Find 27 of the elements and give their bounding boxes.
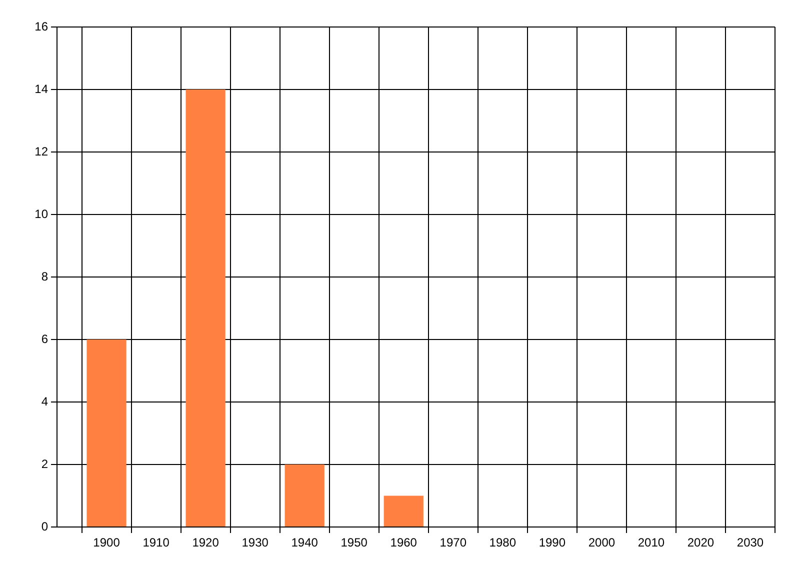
x-tick-label: 1920 xyxy=(192,536,220,550)
x-tick-label: 1910 xyxy=(142,536,170,550)
x-tick-label: 2030 xyxy=(736,536,764,550)
x-tick-label: 1900 xyxy=(93,536,120,550)
bar xyxy=(384,496,424,526)
x-tick-label: 2010 xyxy=(638,536,665,550)
y-tick-label: 6 xyxy=(41,332,48,346)
x-tick-label: 1950 xyxy=(340,536,368,550)
bar xyxy=(186,90,226,526)
bar xyxy=(284,464,324,526)
y-tick-label: 12 xyxy=(34,144,48,158)
y-tick-label: 2 xyxy=(41,456,48,471)
x-tick-label: 2020 xyxy=(687,536,714,550)
x-tick-label: 1930 xyxy=(242,536,269,550)
x-tick-label: 2000 xyxy=(588,536,616,550)
y-tick-label: 14 xyxy=(34,82,48,96)
x-tick-label: 1990 xyxy=(538,536,566,550)
x-tick-label: 1980 xyxy=(489,536,516,550)
y-tick-label: 8 xyxy=(41,269,48,284)
y-tick-label: 4 xyxy=(41,394,48,408)
bar xyxy=(86,340,126,526)
y-tick-label: 0 xyxy=(41,519,48,534)
x-tick-label: 1940 xyxy=(291,536,318,550)
y-tick-label: 16 xyxy=(34,19,48,34)
x-tick-label: 1970 xyxy=(440,536,467,550)
y-tick-label: 10 xyxy=(34,206,48,221)
x-tick-label: 1960 xyxy=(390,536,418,550)
